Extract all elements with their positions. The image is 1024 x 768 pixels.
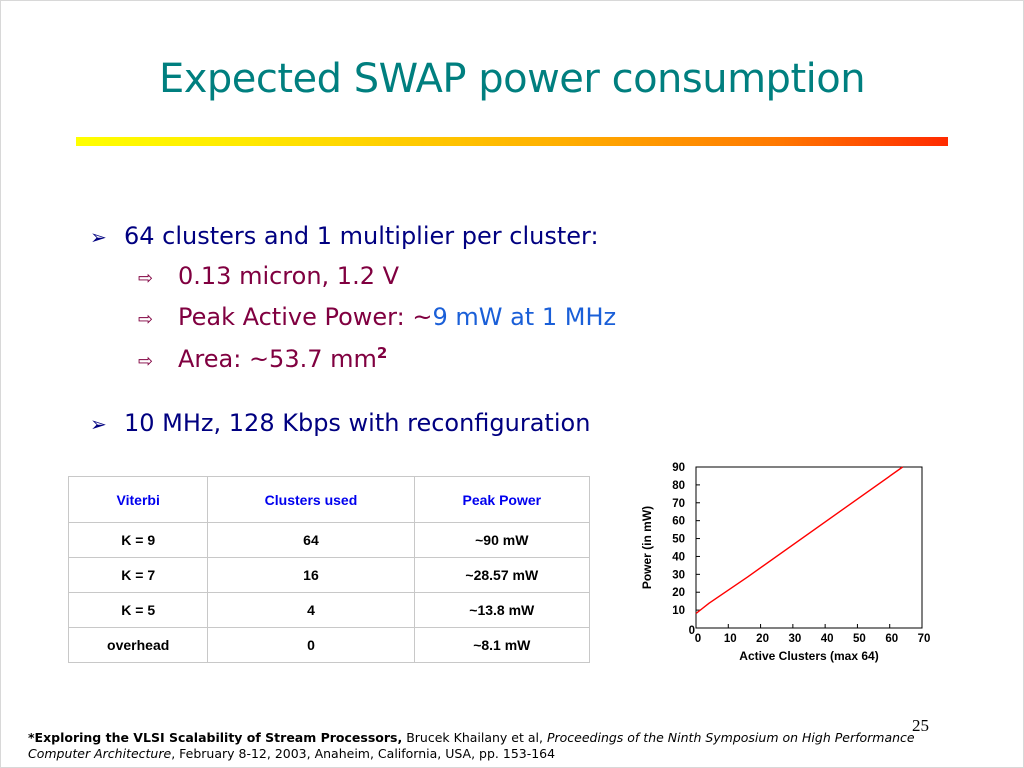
table-cell: ~90 mW <box>413 522 591 558</box>
bullet-text: 64 clusters and 1 multiplier per cluster… <box>124 222 599 250</box>
peak-power-highlight: 9 mW at 1 MHz <box>432 303 617 331</box>
citation-title: *Exploring the VLSI Scalability of Strea… <box>28 730 403 745</box>
bullet-reconfiguration: ➢ 10 MHz, 128 Kbps with reconfiguration <box>90 409 590 437</box>
table-cell: K = 5 <box>67 592 209 628</box>
y-tick-label: 80 <box>672 480 685 492</box>
viterbi-power-table: Viterbi Clusters used Peak Power K = 9 6… <box>67 476 591 663</box>
y-tick-label: 0 <box>689 625 695 637</box>
bullet-text: 10 MHz, 128 Kbps with reconfiguration <box>124 409 591 437</box>
table-cell: 64 <box>207 522 415 558</box>
y-tick-label: 50 <box>672 534 685 546</box>
subbullet-peak-power: ⇨ Peak Active Power: ~9 mW at 1 MHz <box>138 303 616 331</box>
arrowhead-bullet-icon: ➢ <box>90 412 107 436</box>
power-chart-svg: 10 20 30 40 50 60 70 80 90 00 10 20 30 40 50 60 70 Active… <box>640 462 931 663</box>
bullet-text: 0.13 micron, 1.2 V <box>178 262 400 290</box>
slide-title: Expected SWAP power consumption <box>158 56 866 102</box>
table-row: overhead 0 ~8.1 mW <box>67 627 591 663</box>
y-tick-label: 60 <box>672 516 685 528</box>
x-tick-label: 50 <box>853 633 866 645</box>
x-tick-label: 20 <box>756 633 769 645</box>
y-tick-label: 90 <box>672 462 685 474</box>
y-tick-label: 20 <box>672 587 685 599</box>
table-cell: overhead <box>67 627 209 663</box>
table-header-row: Viterbi Clusters used Peak Power <box>67 476 591 523</box>
table-cell: ~8.1 mW <box>413 627 591 663</box>
citation-details: , February 8-12, 2003, Anaheim, Californ… <box>171 746 556 761</box>
plot-frame <box>695 466 923 629</box>
power-chart: 10 20 30 40 50 60 70 80 90 0 0 10 20 30 40 50 60 70 Active… <box>636 460 936 670</box>
table-header-cell: Clusters used <box>207 476 415 523</box>
outline-arrow-icon: ⇨ <box>138 268 154 289</box>
table-header-cell: Peak Power <box>413 476 591 523</box>
y-tick-label: 10 <box>672 605 685 617</box>
bullet-text: Area: ~53.7 mm <box>178 345 377 373</box>
title-gradient-rule <box>76 137 948 146</box>
x-tick-label: 60 <box>885 633 898 645</box>
table-cell: 16 <box>207 557 415 593</box>
area-superscript: 2 <box>376 344 388 362</box>
subbullet-process: ⇨ 0.13 micron, 1.2 V <box>138 262 399 290</box>
y-tick-label: 30 <box>672 569 685 581</box>
x-tick-label: 40 <box>821 633 834 645</box>
citation-venue: Proceedings of the Ninth Symposium on Hi… <box>28 730 915 761</box>
table-row: K = 9 64 ~90 mW <box>67 522 591 558</box>
citation-footnote: *Exploring the VLSI Scalability of Strea… <box>28 730 968 762</box>
table-header-cell: Viterbi <box>67 476 209 523</box>
x-tick-label: 0 <box>695 633 701 645</box>
outline-arrow-icon: ⇨ <box>138 309 154 330</box>
subbullet-area: ⇨ Area: ~53.7 mm2 <box>138 344 387 373</box>
bullet-clusters: ➢ 64 clusters and 1 multiplier per cluste… <box>90 222 599 250</box>
citation-authors: Brucek Khailany et al, <box>402 730 547 745</box>
y-axis-label: Power (in mW) <box>640 506 654 589</box>
page-number: 25 <box>912 716 929 735</box>
x-tick-label: 70 <box>918 633 931 645</box>
table-cell: 0 <box>207 627 415 663</box>
x-tick-label: 10 <box>724 633 737 645</box>
x-tick-label: 30 <box>788 633 801 645</box>
table-cell: K = 9 <box>67 522 209 558</box>
table-row: K = 7 16 ~28.57 mW <box>67 557 591 593</box>
table-cell: ~13.8 mW <box>413 592 591 628</box>
table-cell: ~28.57 mW <box>413 557 591 593</box>
y-tick-label: 70 <box>672 498 685 510</box>
y-tick-label: 40 <box>672 551 685 563</box>
outline-arrow-icon: ⇨ <box>138 351 154 372</box>
bullet-text: Peak Active Power: ~ <box>178 303 433 331</box>
x-axis-label: Active Clusters (max 64) <box>739 649 878 663</box>
arrowhead-bullet-icon: ➢ <box>90 225 107 249</box>
table-row: K = 5 4 ~13.8 mW <box>67 592 591 628</box>
table-cell: K = 7 <box>67 557 209 593</box>
table-cell: 4 <box>207 592 415 628</box>
power-series-line <box>695 466 904 615</box>
